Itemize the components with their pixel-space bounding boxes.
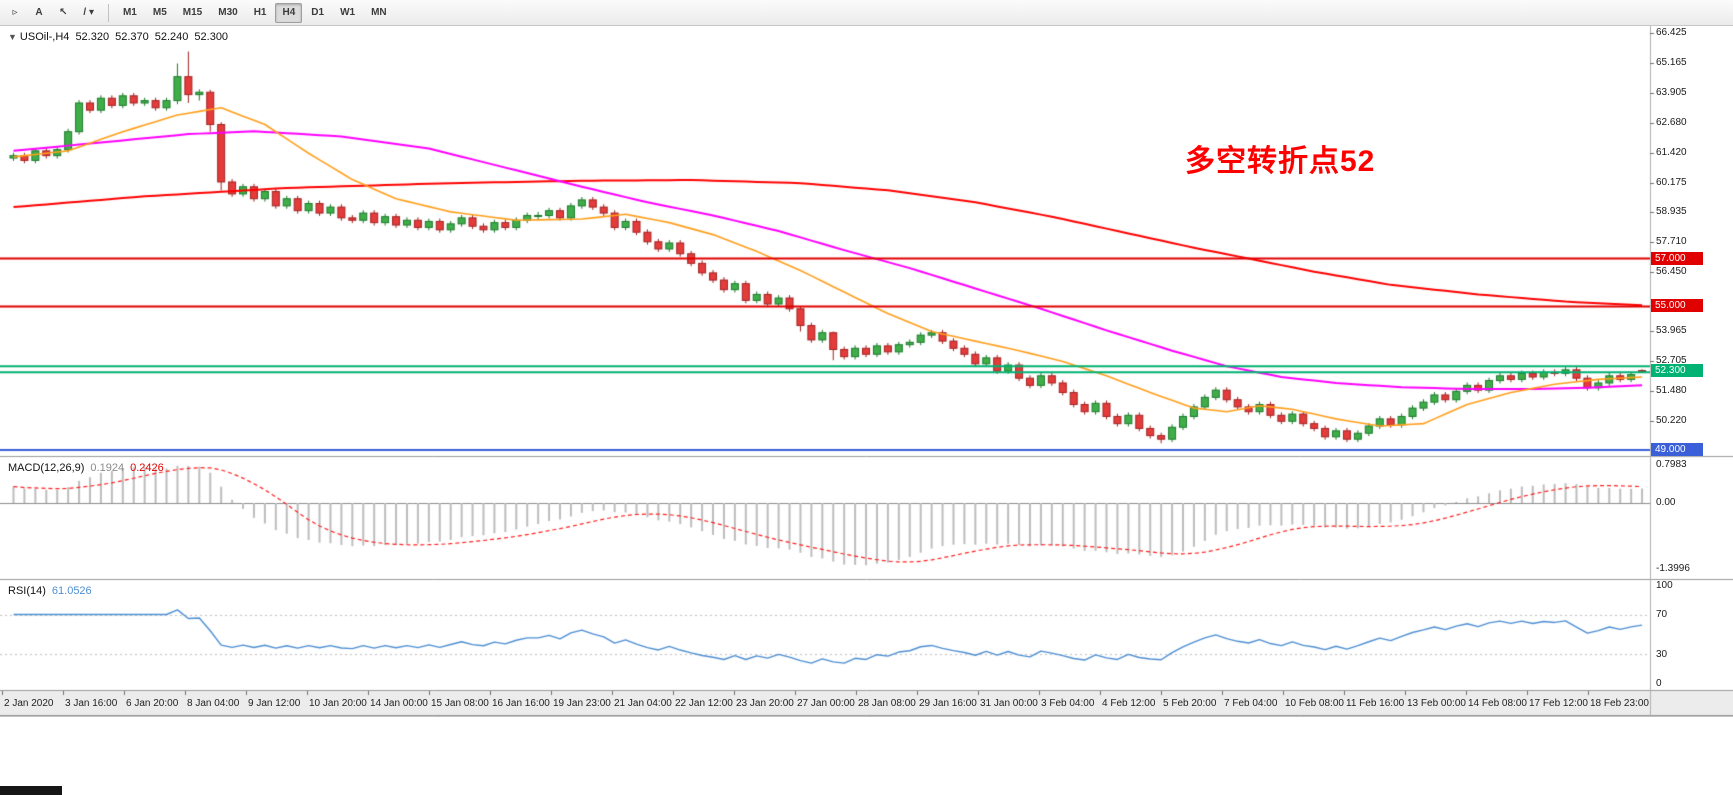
time-tick: 13 Feb 00:00 — [1407, 698, 1466, 709]
chart-title: ▼ USOil-,H4 52.320 52.370 52.240 52.300 — [8, 31, 234, 43]
macd-signal-value: 0.2426 — [130, 462, 164, 474]
time-tick: 2 Jan 2020 — [4, 698, 54, 709]
price-tick: 50.220 — [1656, 414, 1687, 426]
time-tick: 5 Feb 20:00 — [1163, 698, 1217, 709]
rsi-scale-tick: 30 — [1656, 648, 1668, 660]
price-label-57.000: 57.000 — [1651, 251, 1703, 265]
rsi-indicator-label: RSI(14) 61.0526 — [8, 585, 92, 597]
time-tick: 23 Jan 20:00 — [736, 698, 794, 709]
price-tick: 52.705 — [1656, 355, 1687, 367]
macd-scale-tick: 0.7983 — [1656, 459, 1687, 471]
price-tick: 63.905 — [1656, 87, 1687, 99]
price-label-52.300: 52.300 — [1651, 364, 1703, 377]
time-tick: 9 Jan 12:00 — [248, 698, 301, 709]
time-tick: 22 Jan 12:00 — [675, 698, 733, 709]
time-tick: 3 Jan 16:00 — [65, 698, 118, 709]
time-tick: 3 Feb 04:00 — [1041, 698, 1095, 709]
ohlc-open: 52.320 — [75, 31, 110, 43]
price-chart-canvas[interactable] — [0, 26, 1733, 716]
rsi-name: RSI(14) — [8, 585, 46, 597]
time-tick: 8 Jan 04:00 — [187, 698, 240, 709]
price-tick: 66.425 — [1656, 27, 1687, 38]
time-tick: 17 Feb 12:00 — [1529, 698, 1588, 709]
macd-scale-tick: 0.00 — [1656, 497, 1676, 508]
line-studies-icon[interactable]: / ▾ — [83, 7, 94, 18]
time-tick: 31 Jan 00:00 — [980, 698, 1038, 709]
rsi-value: 61.0526 — [51, 585, 92, 597]
price-label-49.000: 49.000 — [1651, 442, 1703, 456]
ohlc-close: 52.300 — [194, 31, 229, 43]
price-tick: 53.965 — [1656, 325, 1687, 337]
price-tick: 51.480 — [1656, 384, 1687, 396]
price-tick: 62.680 — [1656, 116, 1687, 128]
drawing-tools-group: ▹ A ↖ / ▾ — [4, 3, 101, 23]
time-tick: 28 Jan 08:00 — [858, 698, 916, 709]
rsi-scale-tick: 100 — [1656, 580, 1673, 591]
macd-name: MACD(12,26,9) — [8, 462, 85, 474]
timeframe-button-m1[interactable]: M1 — [122, 7, 137, 18]
timeframe-button-mn[interactable]: MN — [371, 7, 387, 18]
timeframe-button-h4[interactable]: H4 — [275, 2, 303, 23]
timeframe-button-w1[interactable]: W1 — [340, 7, 356, 18]
macd-indicator-label: MACD(12,26,9) 0.1924 0.2426 — [8, 462, 164, 474]
time-axis[interactable]: 2 Jan 2020 3 Jan 16:00 6 Jan 20:00 8 Jan 04… — [0, 691, 1733, 716]
time-tick: 27 Jan 00:00 — [797, 698, 855, 709]
toolbar: ▹ A ↖ / ▾ M1 M5 M15 M30 H1 H4 D1 W1 MN — [0, 0, 1733, 26]
timeframe-button-m30[interactable]: M30 — [218, 7, 238, 18]
toolbar-separator — [107, 3, 109, 22]
time-tick: 18 Feb 23:00 — [1590, 698, 1649, 709]
time-tick: 7 Feb 04:00 — [1224, 698, 1278, 709]
time-tick: 14 Jan 00:00 — [370, 698, 428, 709]
macd-main-value: 0.1924 — [90, 462, 125, 474]
rsi-scale-tick: 70 — [1656, 609, 1668, 621]
timeframe-button-m5[interactable]: M5 — [152, 7, 167, 18]
time-tick: 16 Jan 16:00 — [492, 698, 550, 709]
symbol-dropdown-icon: ▼ — [8, 32, 17, 42]
time-tick: 6 Jan 20:00 — [126, 698, 179, 709]
price-tick: 60.175 — [1656, 176, 1687, 188]
time-tick: 11 Feb 16:00 — [1346, 698, 1405, 709]
timeframe-button-m15[interactable]: M15 — [182, 7, 203, 18]
price-tick: 61.420 — [1656, 146, 1687, 158]
chart-shift-icon[interactable]: ▹ — [12, 7, 18, 18]
timeframe-button-h1[interactable]: H1 — [253, 7, 267, 18]
price-scale[interactable]: 66.425 65.165 63.905 62.680 61.420 60.175 58.9… — [1650, 26, 1733, 716]
timeframe-buttons-group: M1 M5 M15 M30 H1 H4 D1 W1 MN — [116, 2, 394, 23]
time-tick: 14 Feb 08:00 — [1468, 698, 1527, 709]
taskbar-fragment — [0, 786, 62, 795]
chart-text-annotation[interactable]: 多空转折点52 — [1185, 145, 1376, 178]
macd-scale-tick: -1.3996 — [1656, 562, 1690, 574]
time-tick: 10 Jan 20:00 — [309, 698, 367, 709]
text-label-icon[interactable]: A — [35, 7, 43, 18]
rsi-scale-tick: 0 — [1656, 678, 1662, 689]
price-label-55.000: 55.000 — [1651, 299, 1703, 313]
price-tick: 57.710 — [1656, 235, 1687, 247]
ohlc-low: 52.240 — [154, 31, 189, 43]
price-tick: 65.165 — [1656, 57, 1687, 69]
time-tick: 29 Jan 16:00 — [919, 698, 977, 709]
timeframe-button-d1[interactable]: D1 — [311, 7, 325, 18]
symbol-name: USOil-,H4 — [19, 31, 70, 43]
time-tick: 10 Feb 08:00 — [1285, 698, 1344, 709]
cursor-icon[interactable]: ↖ — [59, 7, 68, 18]
time-tick: 15 Jan 08:00 — [431, 698, 489, 709]
time-tick: 21 Jan 04:00 — [614, 698, 672, 709]
bottom-strip — [0, 716, 1733, 795]
price-tick: 56.450 — [1656, 265, 1687, 277]
time-tick: 4 Feb 12:00 — [1102, 698, 1156, 709]
ohlc-high: 52.370 — [115, 31, 149, 43]
time-tick: 19 Jan 23:00 — [553, 698, 611, 709]
price-tick: 58.935 — [1656, 206, 1687, 218]
